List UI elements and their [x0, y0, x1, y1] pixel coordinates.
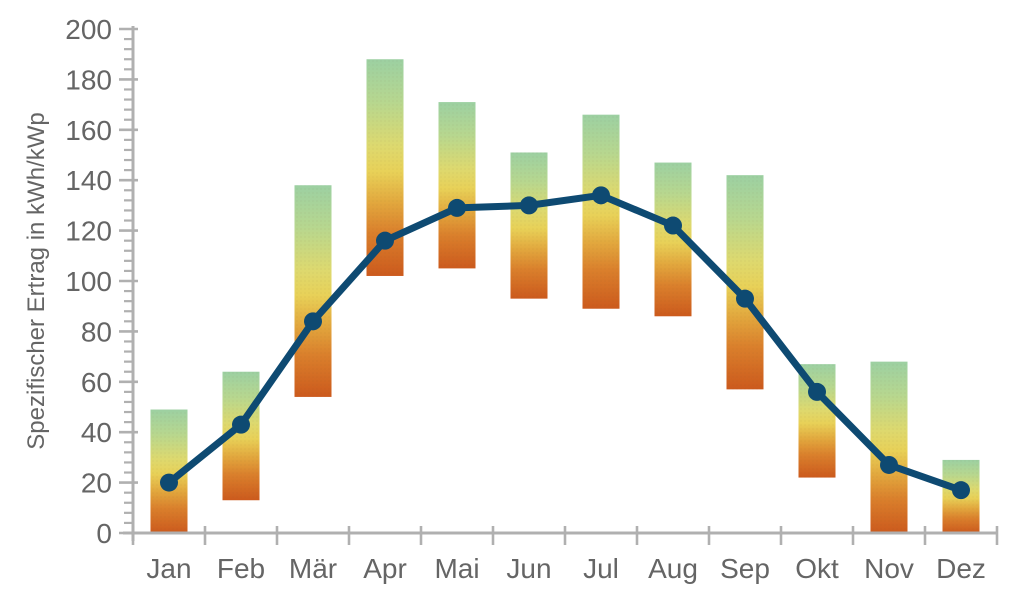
- y-tick-label: 180: [65, 64, 112, 95]
- axis-labels-group: 0 20 40 60 80 100 120 140 160 180 200 Jan Feb Mär Apr M…: [65, 14, 986, 584]
- x-category-label: Mai: [434, 553, 479, 584]
- x-category-label: Feb: [217, 553, 265, 584]
- range-bar-texture: [438, 102, 476, 269]
- x-category-label: Aug: [648, 553, 698, 584]
- x-category-label: Nov: [864, 553, 914, 584]
- x-category-label: Jul: [583, 553, 619, 584]
- range-bar-texture: [582, 114, 620, 309]
- line-point: [952, 481, 970, 500]
- y-axis-title: Spezifischer Ertrag in kWh/kWp: [23, 112, 50, 449]
- line-point: [160, 473, 178, 492]
- x-category-label: Apr: [363, 553, 407, 584]
- range-bar-texture: [294, 185, 332, 397]
- y-tick-label: 20: [81, 468, 112, 499]
- line-point: [376, 231, 394, 250]
- line-point: [592, 186, 610, 205]
- line-point: [520, 196, 538, 215]
- y-tick-label: 100: [65, 266, 112, 297]
- y-tick-label: 140: [65, 165, 112, 196]
- line-series-group: [160, 186, 970, 500]
- line-point: [808, 382, 826, 401]
- x-category-label: Mär: [289, 553, 337, 584]
- line-point: [232, 415, 250, 434]
- y-tick-label: 40: [81, 417, 112, 448]
- x-category-label: Dez: [936, 553, 986, 584]
- x-category-label: Jun: [506, 553, 551, 584]
- y-tick-label: 160: [65, 115, 112, 146]
- y-tick-label: 200: [65, 14, 112, 45]
- range-bar-texture: [870, 361, 908, 533]
- line-series: [165, 191, 965, 494]
- line-point: [304, 312, 322, 331]
- y-tick-label: 120: [65, 216, 112, 247]
- y-tick-label: 60: [81, 367, 112, 398]
- range-bars-group: [150, 59, 980, 533]
- line-point: [664, 216, 682, 235]
- x-category-label: Okt: [795, 553, 839, 584]
- range-bar-texture: [510, 152, 548, 299]
- axes-group: [119, 26, 999, 545]
- line-point: [736, 289, 754, 308]
- line-point: [880, 455, 898, 474]
- line-point: [448, 198, 466, 217]
- y-tick-label: 80: [81, 316, 112, 347]
- range-bar-texture: [798, 364, 836, 478]
- y-tick-label: 0: [96, 518, 112, 549]
- x-category-label: Jan: [146, 553, 191, 584]
- x-category-label: Sep: [720, 553, 770, 584]
